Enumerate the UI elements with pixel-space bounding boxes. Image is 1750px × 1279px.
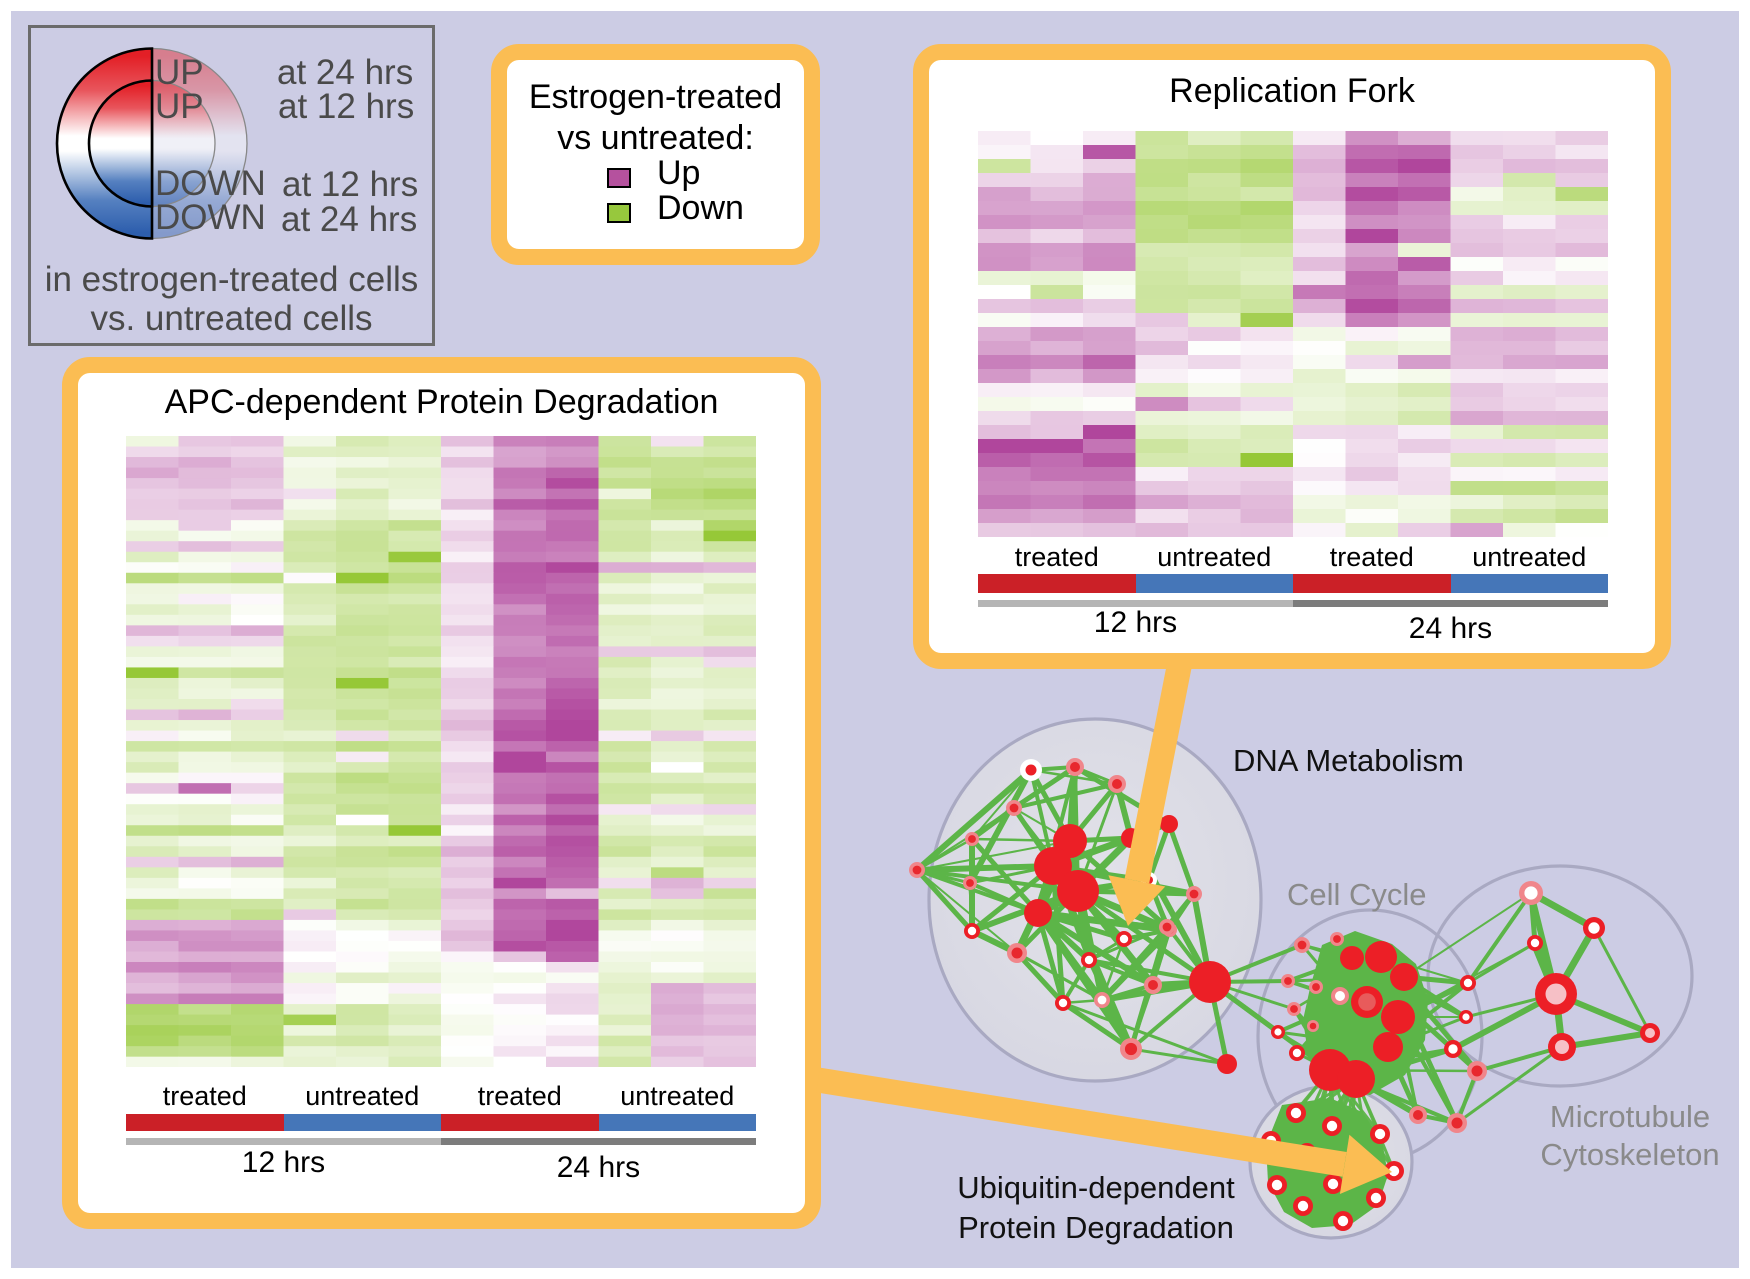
svg-text:DNA Metabolism: DNA Metabolism [1233, 743, 1464, 778]
svg-text:Protein Degradation: Protein Degradation [958, 1210, 1234, 1245]
svg-text:Cytoskeleton: Cytoskeleton [1540, 1137, 1719, 1172]
svg-text:Cell Cycle: Cell Cycle [1287, 877, 1427, 912]
svg-text:Microtubule: Microtubule [1550, 1099, 1710, 1134]
svg-text:Ubiquitin-dependent: Ubiquitin-dependent [957, 1170, 1235, 1205]
